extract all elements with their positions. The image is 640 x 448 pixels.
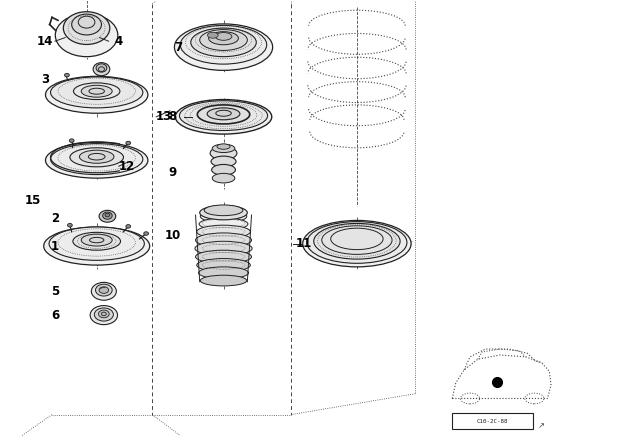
Ellipse shape: [49, 227, 145, 260]
Ellipse shape: [212, 164, 236, 175]
Ellipse shape: [67, 224, 72, 227]
Ellipse shape: [72, 14, 102, 35]
Text: 4: 4: [115, 34, 123, 47]
Ellipse shape: [307, 222, 407, 263]
Ellipse shape: [322, 226, 392, 254]
Ellipse shape: [196, 258, 250, 271]
Ellipse shape: [94, 308, 113, 321]
Ellipse shape: [211, 156, 236, 167]
Text: 9: 9: [168, 166, 177, 179]
Ellipse shape: [74, 83, 120, 99]
Ellipse shape: [200, 275, 247, 286]
Text: 2: 2: [51, 211, 59, 224]
Ellipse shape: [70, 148, 124, 167]
Ellipse shape: [99, 287, 109, 293]
Ellipse shape: [200, 206, 247, 220]
Text: 10: 10: [164, 229, 180, 242]
Ellipse shape: [180, 26, 267, 64]
Ellipse shape: [197, 105, 250, 124]
Ellipse shape: [55, 14, 118, 56]
Ellipse shape: [215, 33, 232, 40]
Text: C10-2C-88: C10-2C-88: [477, 418, 508, 424]
Ellipse shape: [199, 218, 248, 230]
Ellipse shape: [200, 210, 247, 223]
Ellipse shape: [73, 233, 120, 250]
Ellipse shape: [196, 250, 252, 263]
Ellipse shape: [93, 63, 110, 76]
Ellipse shape: [217, 144, 230, 149]
Ellipse shape: [196, 225, 250, 238]
Ellipse shape: [175, 99, 272, 134]
Ellipse shape: [196, 233, 252, 247]
Ellipse shape: [45, 142, 148, 178]
Text: ↗: ↗: [538, 421, 545, 430]
Ellipse shape: [90, 306, 118, 325]
Ellipse shape: [209, 32, 239, 45]
Text: 12: 12: [118, 160, 134, 173]
Text: 14: 14: [36, 34, 53, 47]
Ellipse shape: [126, 224, 131, 228]
Ellipse shape: [175, 24, 273, 70]
Ellipse shape: [51, 77, 143, 108]
Ellipse shape: [92, 282, 116, 300]
Text: 15: 15: [25, 194, 41, 207]
Ellipse shape: [69, 139, 74, 142]
Ellipse shape: [96, 64, 107, 72]
Ellipse shape: [200, 30, 247, 51]
Ellipse shape: [198, 267, 248, 279]
Bar: [452, 413, 532, 430]
Ellipse shape: [44, 227, 150, 265]
Text: 1: 1: [51, 240, 59, 253]
Ellipse shape: [79, 150, 114, 163]
Ellipse shape: [81, 234, 112, 246]
Ellipse shape: [210, 146, 237, 159]
Ellipse shape: [212, 144, 235, 152]
Ellipse shape: [63, 12, 110, 44]
Ellipse shape: [99, 210, 116, 222]
Ellipse shape: [179, 101, 268, 130]
Ellipse shape: [195, 241, 252, 255]
Ellipse shape: [65, 73, 69, 77]
Ellipse shape: [207, 32, 218, 38]
Ellipse shape: [212, 173, 235, 183]
Ellipse shape: [81, 85, 112, 97]
Ellipse shape: [207, 108, 240, 120]
Text: 7: 7: [174, 41, 182, 54]
Ellipse shape: [102, 212, 112, 219]
Ellipse shape: [95, 284, 112, 296]
Ellipse shape: [51, 144, 143, 175]
Text: 3: 3: [41, 73, 49, 86]
Ellipse shape: [204, 205, 243, 215]
Text: 6: 6: [51, 309, 59, 322]
Text: 13: 13: [156, 110, 172, 123]
Ellipse shape: [303, 220, 411, 267]
Ellipse shape: [144, 232, 148, 235]
Ellipse shape: [126, 141, 131, 145]
Text: 11: 11: [295, 237, 312, 250]
Text: 5: 5: [51, 285, 59, 298]
Ellipse shape: [314, 224, 400, 259]
Ellipse shape: [45, 76, 148, 113]
Text: 8: 8: [168, 110, 177, 123]
Ellipse shape: [99, 310, 109, 318]
Ellipse shape: [191, 28, 256, 56]
Ellipse shape: [105, 213, 110, 217]
